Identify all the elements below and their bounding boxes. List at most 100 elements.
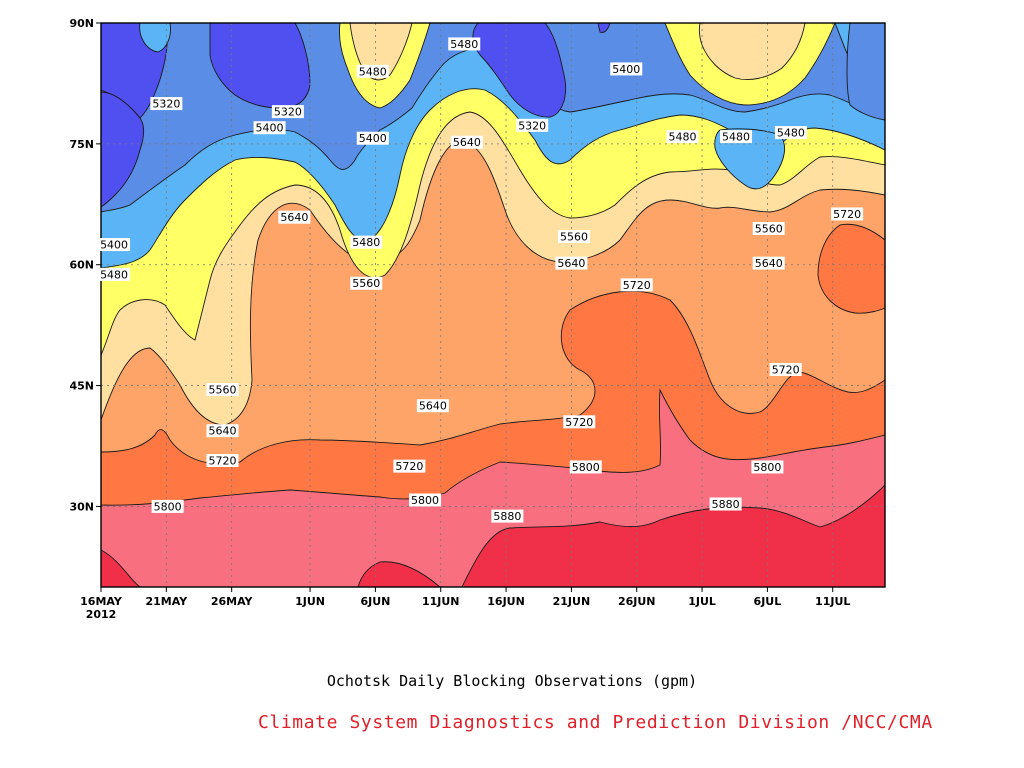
contour-label-bg	[752, 256, 785, 270]
contour-label-text: 5800	[154, 500, 182, 513]
contour-label: 5320	[271, 105, 304, 119]
x-tick-label: 11JUL	[815, 595, 850, 608]
y-tick-label: 60N	[69, 259, 94, 272]
contour-label: 5720	[769, 362, 802, 376]
contour-label: 5400	[98, 238, 131, 252]
contour-label-bg	[666, 130, 699, 144]
contour-label-bg	[450, 135, 483, 149]
contour-label-bg	[516, 118, 549, 132]
contour-label-bg	[206, 454, 239, 468]
contour-label-text: 5640	[557, 257, 585, 270]
contour-label-text: 5480	[100, 268, 128, 281]
x-tick-label: 16MAY	[80, 595, 123, 608]
band-5400-patch-a	[139, 23, 171, 53]
credit-text: Climate System Diagnostics and Predictio…	[258, 712, 933, 733]
contour-label-text: 5640	[419, 400, 447, 413]
contour-label-text: 5480	[352, 236, 380, 249]
contour-label: 5560	[752, 221, 785, 235]
x-tick-label: 16JUN	[487, 595, 525, 608]
band-lt-5320-d	[472, 23, 567, 118]
contour-label-bg	[98, 267, 131, 281]
contour-label-text: 5720	[623, 279, 651, 292]
contour-label-text: 5720	[395, 460, 423, 473]
y-axis: 30N 45N 60N 75N 90N	[69, 17, 101, 513]
contour-label: 5480	[356, 64, 389, 78]
contour-label-text: 5320	[274, 106, 302, 119]
contour-label-bg	[206, 383, 239, 397]
chart-title: Ochotsk Daily Blocking Observations (gpm…	[326, 672, 698, 690]
contour-label-bg	[491, 509, 524, 523]
contour-label-bg	[752, 221, 785, 235]
contour-label-bg	[350, 276, 383, 290]
contour-label: 5320	[516, 118, 549, 132]
contour-label-bg	[356, 64, 389, 78]
contour-label-bg	[751, 460, 784, 474]
contour-label-text: 5720	[772, 363, 800, 376]
x-tick-sublabel: 2012	[86, 608, 117, 621]
contour-label: 5720	[620, 278, 653, 292]
contour-label: 5320	[150, 97, 183, 111]
contour-label: 5720	[563, 415, 596, 429]
contour-label-text: 5640	[755, 257, 783, 270]
contour-label-text: 5640	[209, 425, 237, 438]
x-tick-label: 6JUN	[360, 595, 390, 608]
contour-label-text: 5640	[280, 211, 308, 224]
contour-label-text: 5880	[493, 510, 521, 523]
contour-label: 5400	[356, 131, 389, 145]
contour-label: 5480	[350, 235, 383, 249]
contour-label-text: 5800	[753, 461, 781, 474]
contour-label: 5480	[720, 130, 753, 144]
band-5560-patch-top-b	[698, 23, 806, 80]
x-tick-label: 1JUN	[295, 595, 325, 608]
contour-label-text: 5480	[359, 65, 387, 78]
contour-label: 5400	[610, 62, 643, 76]
contour-label: 5720	[393, 459, 426, 473]
contour-label-text: 5480	[668, 131, 696, 144]
contour-label-text: 5720	[565, 416, 593, 429]
x-tick-label: 6JUL	[754, 595, 782, 608]
contour-label-bg	[610, 62, 643, 76]
band-5720-patch-right	[817, 223, 885, 314]
contour-label: 5640	[206, 424, 239, 438]
contour-label: 5800	[409, 493, 442, 507]
x-tick-label: 26MAY	[211, 595, 254, 608]
y-tick-label: 30N	[69, 500, 94, 513]
contour-label-bg	[563, 415, 596, 429]
contour-label-bg	[774, 126, 807, 140]
contour-label: 5720	[206, 454, 239, 468]
contour-label-text: 5560	[352, 277, 380, 290]
contour-label: 5560	[350, 276, 383, 290]
contour-label: 5640	[752, 256, 785, 270]
contour-label-text: 5880	[712, 498, 740, 511]
contour-label: 5640	[278, 210, 311, 224]
band-lt-5320-b	[101, 91, 145, 208]
x-tick-label: 11JUN	[422, 595, 460, 608]
contour-label-bg	[98, 238, 131, 252]
contour-label: 5640	[416, 399, 449, 413]
contour-label-bg	[151, 499, 184, 513]
contour-label: 5800	[569, 460, 602, 474]
x-tick-label: 1JUL	[688, 595, 716, 608]
contour-label: 5640	[555, 256, 588, 270]
contour-label-text: 5560	[560, 231, 588, 244]
contour-label-text: 5640	[453, 136, 481, 149]
contour-label-bg	[569, 460, 602, 474]
contour-label-bg	[356, 131, 389, 145]
contour-label: 5480	[774, 126, 807, 140]
x-tick-label: 26JUN	[618, 595, 656, 608]
contour-label-text: 5720	[209, 455, 237, 468]
contour-label-bg	[271, 105, 304, 119]
contour-label-text: 5400	[359, 132, 387, 145]
contour-label: 5880	[491, 509, 524, 523]
contour-label-bg	[620, 278, 653, 292]
contour-label-text: 5400	[100, 239, 128, 252]
contour-label-text: 5320	[152, 98, 180, 111]
contour-label-bg	[278, 210, 311, 224]
contour-label-text: 5480	[450, 38, 478, 51]
contour-label-bg	[350, 235, 383, 249]
contour-label-bg	[720, 130, 753, 144]
contour-label: 5480	[98, 267, 131, 281]
x-tick-label: 21MAY	[145, 595, 188, 608]
contour-label-bg	[555, 256, 588, 270]
